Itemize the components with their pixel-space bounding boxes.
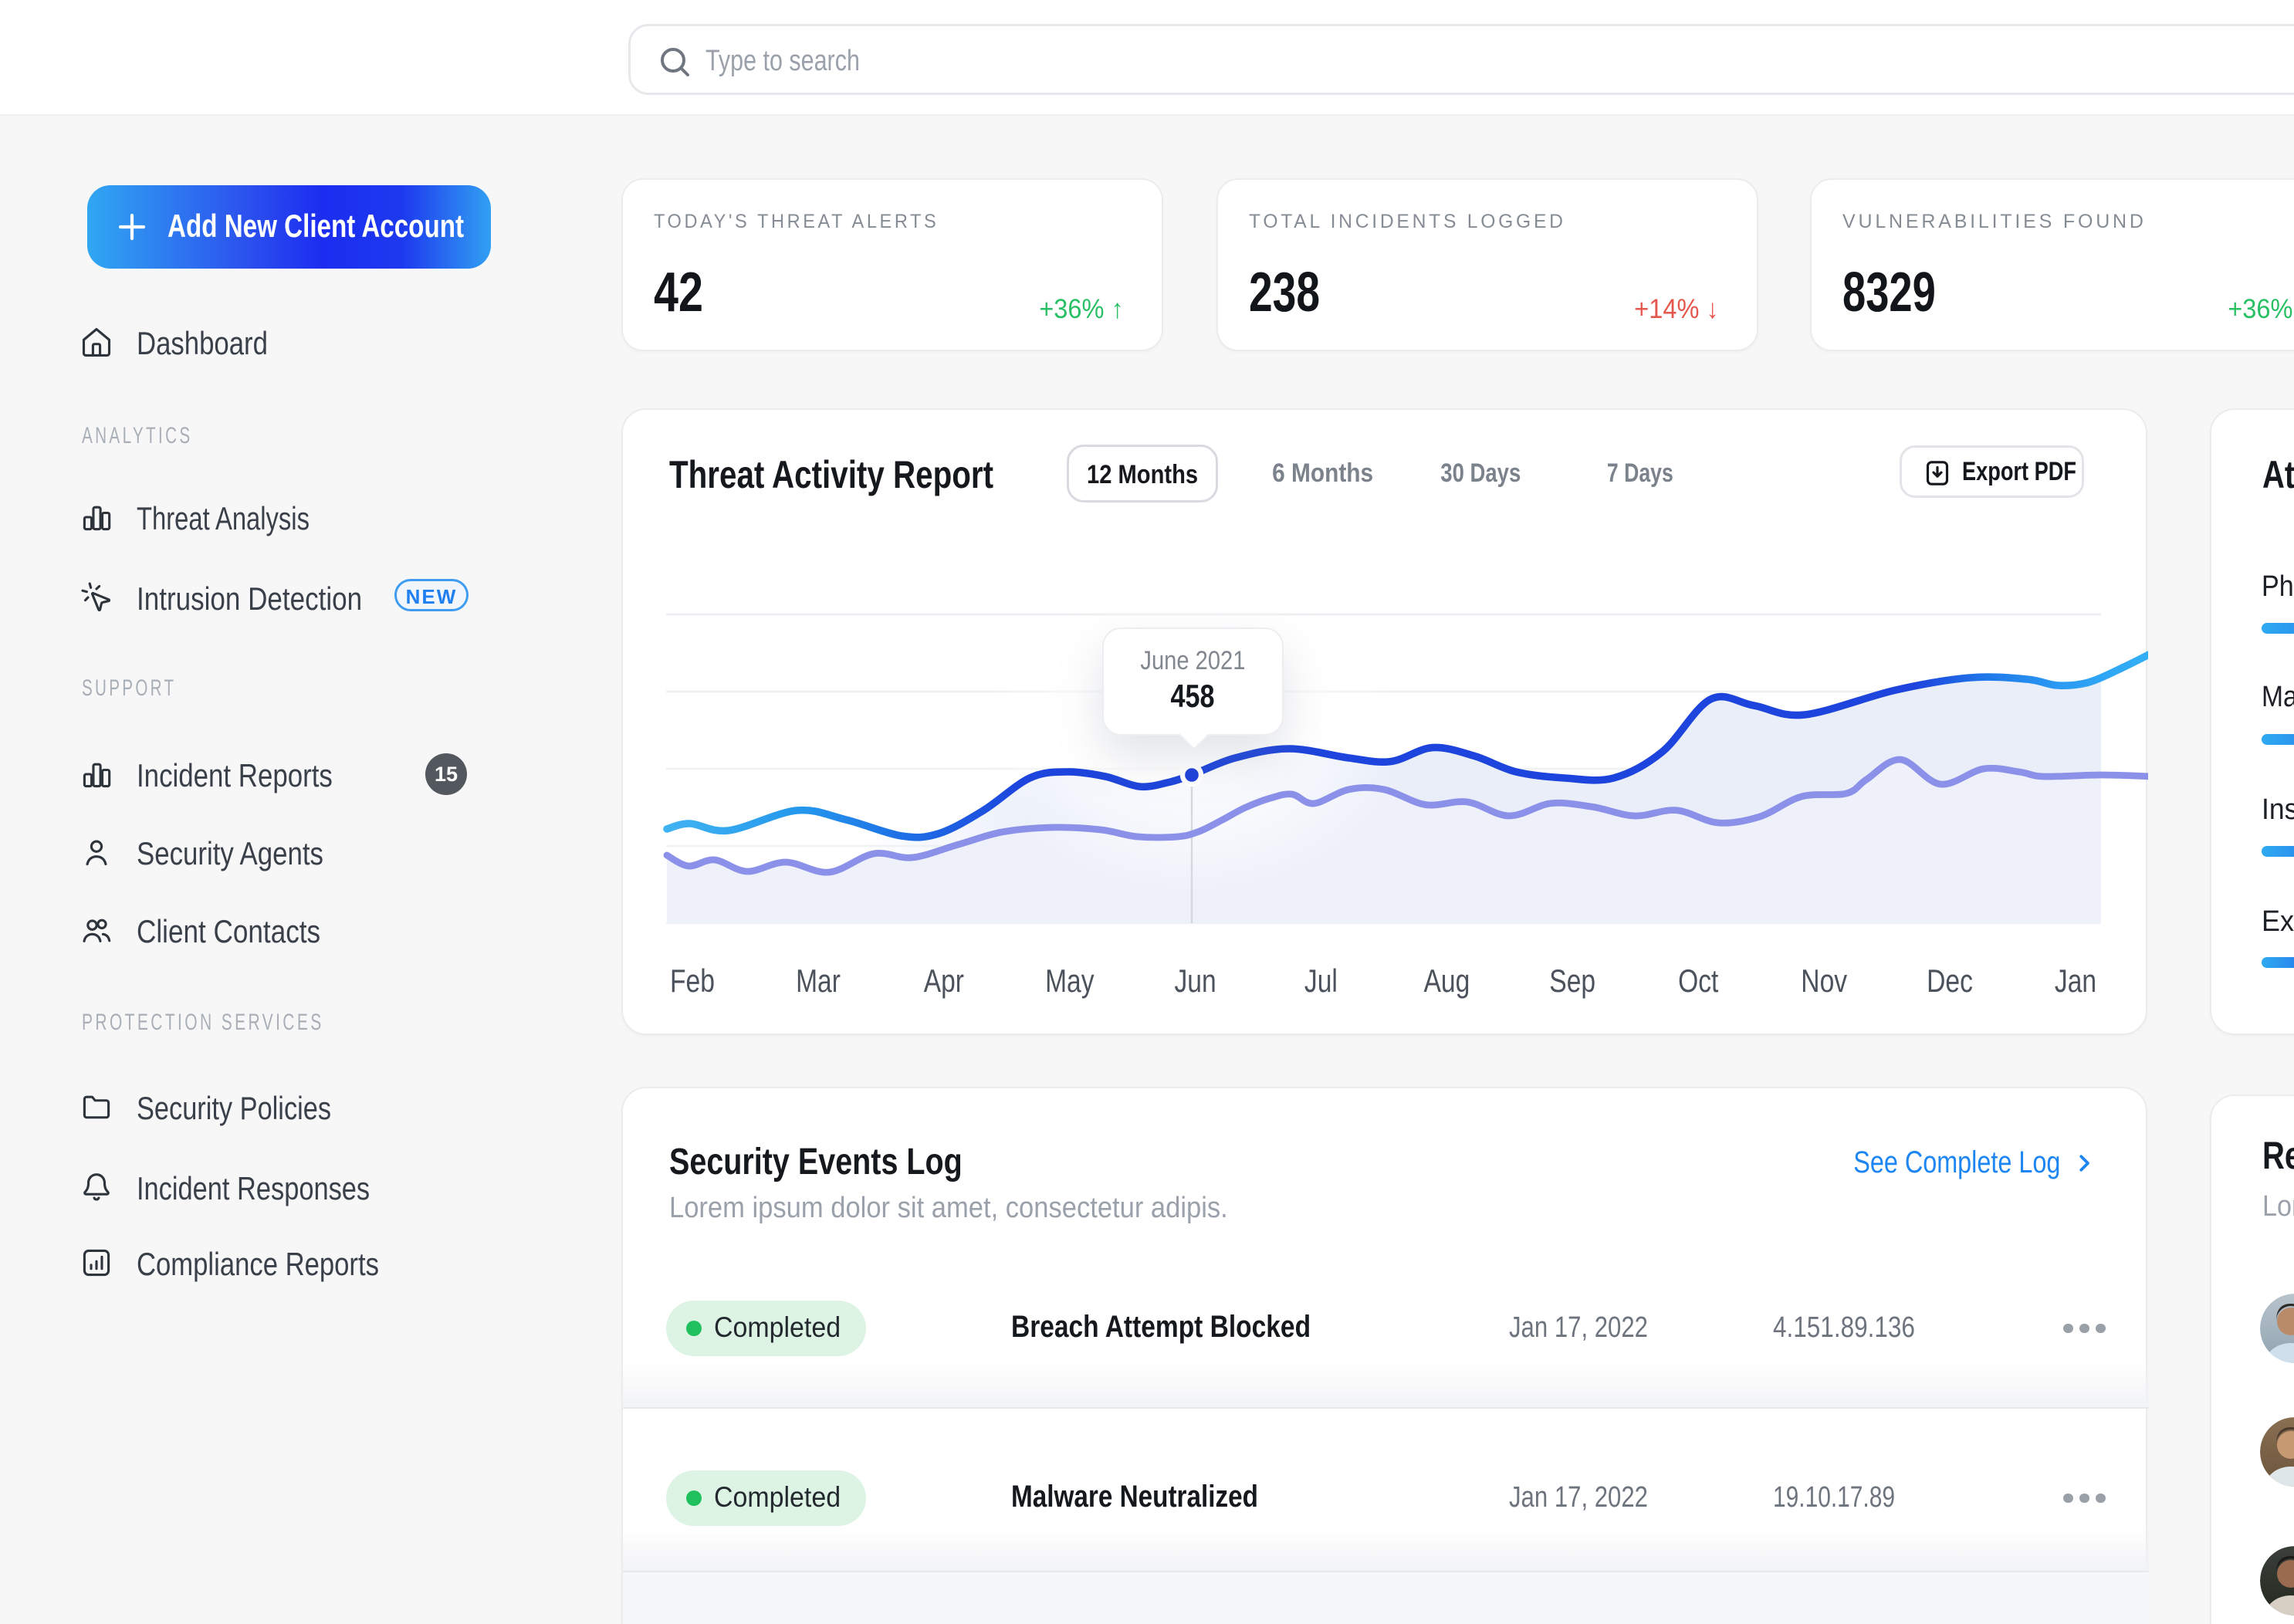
svg-text:Mar: Mar [796, 963, 841, 999]
svg-text:Feb: Feb [670, 963, 715, 999]
svg-text:Oct: Oct [1678, 963, 1718, 999]
svg-text:Jul: Jul [1304, 963, 1338, 999]
svg-text:Jan: Jan [2055, 963, 2096, 999]
svg-text:Aug: Aug [1424, 963, 1470, 999]
svg-text:Dec: Dec [1927, 963, 1973, 999]
svg-text:Sep: Sep [1549, 963, 1595, 999]
svg-text:Apr: Apr [924, 963, 964, 999]
svg-text:Jun: Jun [1175, 963, 1216, 999]
svg-text:Nov: Nov [1801, 963, 1847, 999]
svg-text:May: May [1045, 963, 1094, 999]
